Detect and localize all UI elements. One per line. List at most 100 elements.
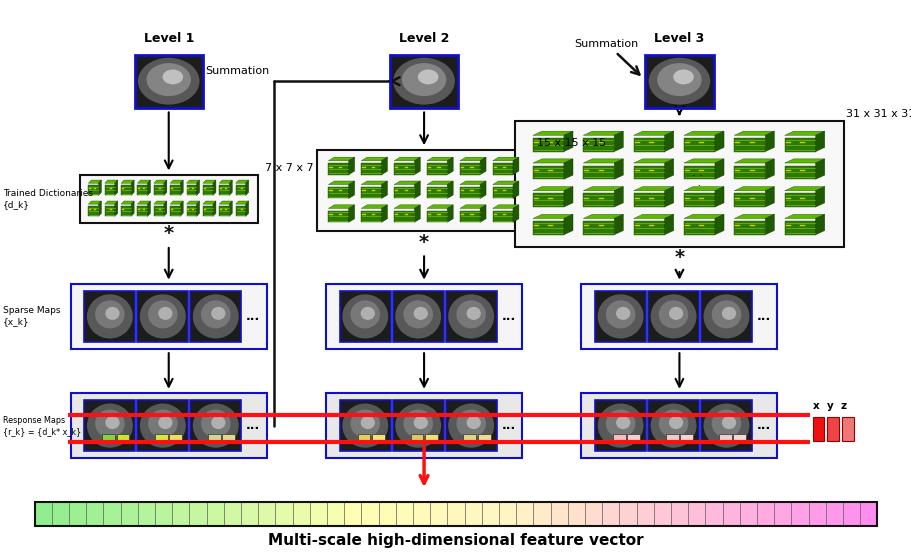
Polygon shape bbox=[492, 181, 518, 185]
Bar bbox=[105, 206, 115, 216]
Polygon shape bbox=[328, 157, 354, 161]
Bar bbox=[459, 211, 479, 222]
Text: Level 3: Level 3 bbox=[653, 32, 704, 45]
Polygon shape bbox=[154, 180, 167, 183]
Ellipse shape bbox=[148, 300, 178, 329]
Bar bbox=[688, 502, 704, 526]
Bar bbox=[326, 393, 522, 458]
Polygon shape bbox=[245, 201, 249, 216]
Bar bbox=[241, 502, 258, 526]
Polygon shape bbox=[245, 180, 249, 195]
Bar bbox=[223, 502, 241, 526]
Ellipse shape bbox=[466, 416, 480, 429]
Ellipse shape bbox=[648, 58, 710, 105]
Bar bbox=[202, 206, 213, 216]
Polygon shape bbox=[426, 181, 453, 185]
Bar bbox=[481, 502, 498, 526]
Bar bbox=[172, 502, 189, 526]
Bar bbox=[361, 163, 381, 175]
Ellipse shape bbox=[393, 58, 455, 105]
Bar bbox=[327, 502, 343, 526]
Ellipse shape bbox=[669, 307, 682, 320]
Polygon shape bbox=[479, 181, 486, 198]
Bar bbox=[756, 502, 773, 526]
Bar bbox=[138, 291, 188, 342]
Bar bbox=[515, 121, 843, 246]
Ellipse shape bbox=[95, 300, 125, 329]
Ellipse shape bbox=[669, 416, 682, 429]
Polygon shape bbox=[170, 180, 183, 183]
Ellipse shape bbox=[192, 295, 239, 338]
Bar bbox=[584, 502, 601, 526]
Bar bbox=[498, 502, 516, 526]
Polygon shape bbox=[714, 186, 723, 207]
Bar bbox=[340, 291, 390, 342]
Polygon shape bbox=[814, 159, 824, 179]
Bar bbox=[155, 435, 168, 443]
Ellipse shape bbox=[711, 300, 741, 329]
Ellipse shape bbox=[722, 416, 735, 429]
Ellipse shape bbox=[148, 409, 178, 438]
Ellipse shape bbox=[615, 416, 630, 429]
Bar bbox=[665, 435, 678, 443]
Bar bbox=[645, 55, 712, 108]
Polygon shape bbox=[197, 180, 200, 195]
Polygon shape bbox=[583, 131, 622, 136]
Bar bbox=[117, 435, 129, 443]
Bar bbox=[317, 150, 531, 231]
Bar bbox=[207, 502, 223, 526]
Text: Response Maps
{r_k} = {d_k* x_k}: Response Maps {r_k} = {d_k* x_k} bbox=[3, 416, 81, 436]
Bar bbox=[492, 211, 512, 222]
Bar bbox=[170, 185, 180, 195]
Bar bbox=[701, 291, 752, 342]
Bar bbox=[154, 185, 164, 195]
Polygon shape bbox=[229, 201, 232, 216]
Bar bbox=[783, 138, 814, 152]
Ellipse shape bbox=[200, 409, 230, 438]
Bar bbox=[648, 400, 698, 451]
Polygon shape bbox=[187, 180, 200, 183]
Ellipse shape bbox=[414, 307, 427, 320]
Bar bbox=[718, 435, 731, 443]
Polygon shape bbox=[683, 159, 723, 163]
Polygon shape bbox=[202, 201, 216, 204]
Bar bbox=[393, 291, 444, 342]
Ellipse shape bbox=[722, 307, 735, 320]
Bar bbox=[189, 502, 207, 526]
Polygon shape bbox=[614, 131, 622, 152]
Polygon shape bbox=[814, 131, 824, 152]
Ellipse shape bbox=[192, 404, 239, 447]
Polygon shape bbox=[361, 157, 387, 161]
Polygon shape bbox=[492, 157, 518, 161]
Polygon shape bbox=[714, 214, 723, 235]
Ellipse shape bbox=[162, 69, 183, 85]
Bar bbox=[648, 400, 698, 451]
Ellipse shape bbox=[456, 409, 486, 438]
Bar bbox=[733, 221, 764, 235]
Polygon shape bbox=[131, 180, 134, 195]
Bar bbox=[378, 502, 395, 526]
Ellipse shape bbox=[702, 404, 749, 447]
Polygon shape bbox=[219, 180, 232, 183]
Text: Level 1: Level 1 bbox=[143, 32, 194, 45]
Polygon shape bbox=[664, 131, 673, 152]
Bar bbox=[683, 221, 714, 235]
Ellipse shape bbox=[702, 295, 749, 338]
Text: ...: ... bbox=[246, 419, 260, 432]
Polygon shape bbox=[187, 201, 200, 204]
Polygon shape bbox=[532, 186, 572, 191]
Polygon shape bbox=[714, 131, 723, 152]
Polygon shape bbox=[633, 186, 673, 191]
Bar bbox=[361, 502, 378, 526]
Polygon shape bbox=[121, 180, 134, 183]
Bar bbox=[258, 502, 275, 526]
Bar bbox=[733, 193, 764, 207]
Bar bbox=[595, 291, 645, 342]
Polygon shape bbox=[783, 214, 824, 218]
Bar bbox=[85, 400, 135, 451]
Bar bbox=[477, 435, 490, 443]
Bar bbox=[583, 221, 614, 235]
Bar bbox=[394, 187, 414, 198]
Bar bbox=[430, 502, 447, 526]
Bar bbox=[532, 193, 563, 207]
